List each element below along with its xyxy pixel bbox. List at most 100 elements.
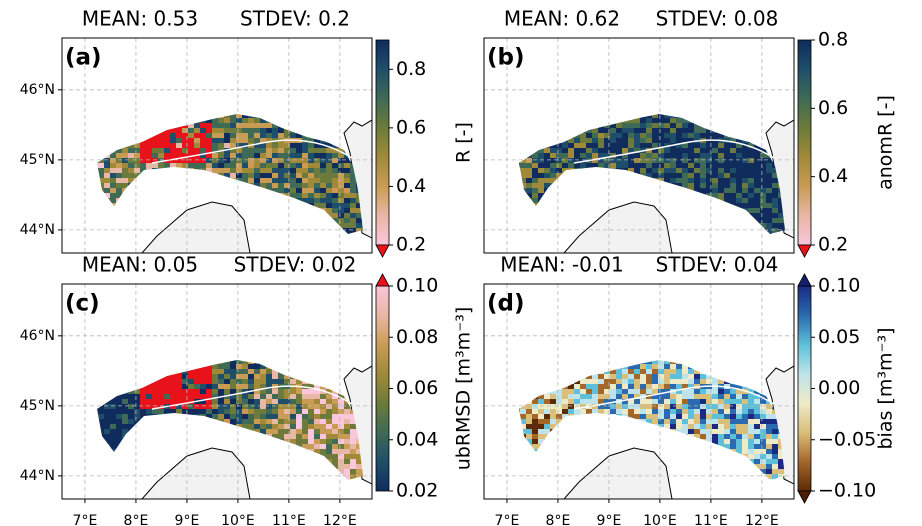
pixel bbox=[664, 454, 670, 459]
pixel bbox=[266, 479, 272, 480]
pixel bbox=[730, 213, 736, 218]
pixel bbox=[104, 434, 110, 439]
pixel bbox=[670, 414, 676, 419]
pixel bbox=[526, 419, 532, 424]
pixel bbox=[736, 168, 742, 173]
pixel bbox=[110, 399, 116, 404]
pixel bbox=[730, 454, 736, 459]
pixel bbox=[170, 429, 176, 434]
pixel bbox=[562, 138, 568, 143]
pixel bbox=[562, 360, 568, 364]
pixel bbox=[146, 444, 152, 449]
pixel bbox=[164, 454, 170, 459]
pixel bbox=[562, 223, 568, 228]
pixel bbox=[556, 444, 562, 449]
pixel bbox=[182, 409, 188, 414]
pixel bbox=[766, 118, 772, 123]
pixel bbox=[146, 459, 152, 464]
pixel bbox=[748, 188, 754, 193]
pixel bbox=[176, 399, 182, 404]
pixel bbox=[616, 379, 622, 384]
pixel bbox=[104, 158, 110, 163]
pixel bbox=[562, 118, 568, 123]
pixel bbox=[592, 369, 598, 374]
pixel bbox=[224, 434, 230, 439]
pixel bbox=[670, 419, 676, 424]
pixel bbox=[320, 439, 326, 444]
pixel bbox=[640, 153, 646, 158]
pixel bbox=[736, 223, 742, 228]
pixel bbox=[532, 183, 538, 188]
pixel bbox=[772, 168, 778, 173]
cb-tick-label: 0.05 bbox=[818, 326, 860, 348]
pixel bbox=[332, 389, 338, 394]
pixel bbox=[260, 118, 266, 123]
pixel bbox=[332, 138, 338, 143]
pixel bbox=[152, 424, 158, 429]
pixel bbox=[116, 223, 122, 228]
pixel bbox=[778, 208, 784, 213]
pixel bbox=[362, 360, 363, 364]
pixel bbox=[519, 454, 520, 459]
pixel bbox=[338, 188, 344, 193]
pixel bbox=[260, 198, 266, 203]
pixel bbox=[116, 419, 122, 424]
pixel bbox=[580, 114, 586, 118]
pixel bbox=[110, 464, 116, 469]
pixel bbox=[236, 414, 242, 419]
pixel bbox=[182, 399, 188, 404]
pixel bbox=[574, 459, 580, 464]
pixel bbox=[568, 148, 574, 153]
pixel bbox=[646, 389, 652, 394]
pixel bbox=[338, 223, 344, 228]
pixel bbox=[730, 173, 736, 178]
pixel bbox=[550, 188, 556, 193]
pixel bbox=[338, 148, 344, 153]
pixel bbox=[736, 444, 742, 449]
pixel bbox=[706, 153, 712, 158]
pixel bbox=[278, 148, 284, 153]
pixel bbox=[544, 233, 550, 234]
cb-tick-label: 0.04 bbox=[396, 428, 438, 450]
pixel bbox=[778, 114, 784, 118]
pixel bbox=[98, 424, 104, 429]
pixel bbox=[742, 459, 748, 464]
pixel bbox=[646, 183, 652, 188]
pixel bbox=[296, 148, 302, 153]
pixel bbox=[658, 404, 664, 409]
pixel bbox=[742, 153, 748, 158]
pixel bbox=[688, 198, 694, 203]
pixel bbox=[200, 198, 206, 203]
pixel bbox=[688, 434, 694, 439]
pixel bbox=[730, 414, 736, 419]
pixel bbox=[562, 449, 568, 454]
pixel bbox=[622, 188, 628, 193]
pixel bbox=[754, 123, 760, 128]
pixel bbox=[320, 449, 326, 454]
pixel bbox=[730, 354, 736, 359]
pixel bbox=[538, 429, 544, 434]
pixel bbox=[766, 108, 772, 113]
pixel bbox=[200, 429, 206, 434]
pixel bbox=[134, 128, 140, 133]
pixel bbox=[748, 384, 754, 389]
pixel bbox=[568, 223, 574, 228]
pixel bbox=[742, 384, 748, 389]
pixel bbox=[344, 158, 350, 163]
pixel bbox=[562, 218, 568, 223]
pixel bbox=[694, 163, 700, 168]
pixel bbox=[188, 409, 194, 414]
pixel bbox=[652, 168, 658, 173]
pixel bbox=[652, 419, 658, 424]
pixel bbox=[754, 404, 760, 409]
pixel bbox=[718, 449, 724, 454]
pixel bbox=[519, 223, 520, 228]
pixel bbox=[254, 173, 260, 178]
pixel bbox=[724, 379, 730, 384]
pixel bbox=[550, 203, 556, 208]
pixel bbox=[784, 364, 785, 369]
pixel bbox=[146, 419, 152, 424]
pixel bbox=[610, 128, 616, 133]
pixel bbox=[700, 188, 706, 193]
colorbar-label: bias [m³m⁻³] bbox=[875, 327, 897, 449]
